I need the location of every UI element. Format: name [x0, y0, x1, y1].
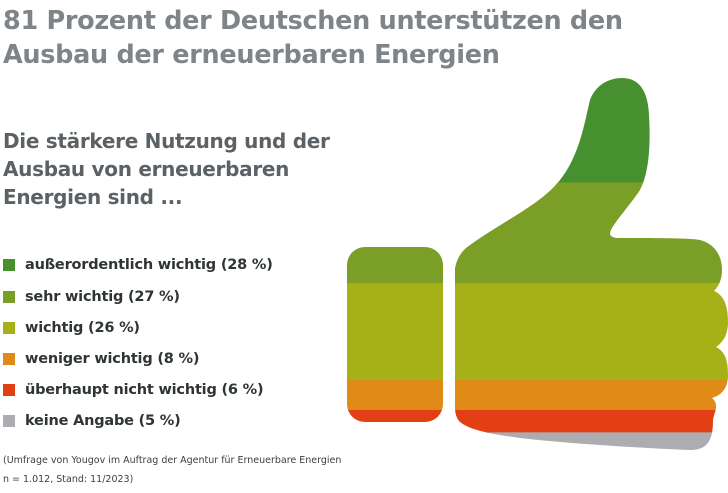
cuff-bands [340, 78, 450, 451]
legend-swatch [3, 259, 15, 271]
legend-label: keine Angabe (5 %) [25, 413, 181, 429]
chart-title: 81 Prozent der Deutschen unterstützen de… [3, 4, 643, 72]
subtitle-line-2: Ausbau von erneuerbaren [3, 157, 290, 181]
hand-band-4 [455, 409, 728, 433]
legend-label: sehr wichtig (27 %) [25, 289, 180, 305]
cuff-band-4 [347, 409, 443, 422]
hand-band-2 [455, 283, 728, 381]
cuff-band-0 [340, 78, 450, 183]
hand-band-1 [455, 182, 728, 284]
hand-band-0 [455, 78, 728, 184]
cuff-band-1 [347, 247, 443, 284]
legend-swatch [3, 353, 15, 365]
cuff-band-3 [347, 380, 443, 411]
chart-subtitle: Die stärkere Nutzung und der Ausbau von … [3, 127, 363, 211]
legend-swatch [3, 415, 15, 427]
title-line-2: Ausbau der erneuerbaren Energien [3, 40, 500, 70]
subtitle-line-3: Energien sind ... [3, 185, 183, 209]
legend-swatch [3, 384, 15, 396]
hand-bands [455, 78, 728, 450]
legend-label: weniger wichtig (8 %) [25, 351, 200, 367]
legend-swatch [3, 322, 15, 334]
source-line-2: n = 1.012, Stand: 11/2023) [3, 474, 134, 485]
subtitle-line-1: Die stärkere Nutzung und der [3, 129, 330, 153]
legend-label: außerordentlich wichtig (28 %) [25, 257, 273, 273]
legend-label: wichtig (26 %) [25, 320, 140, 336]
hand-band-3 [455, 380, 728, 411]
cuff-band-2 [347, 283, 443, 381]
source-line-1: (Umfrage von Yougov im Auftrag der Agent… [3, 455, 342, 466]
hand-band-5 [455, 432, 728, 450]
legend-label: überhaupt nicht wichtig (6 %) [25, 382, 264, 398]
cuff-band-5 [340, 432, 450, 451]
title-line-1: 81 Prozent der Deutschen unterstützen de… [3, 6, 623, 36]
source-note: (Umfrage von Yougov im Auftrag der Agent… [3, 451, 341, 489]
legend-swatch [3, 291, 15, 303]
